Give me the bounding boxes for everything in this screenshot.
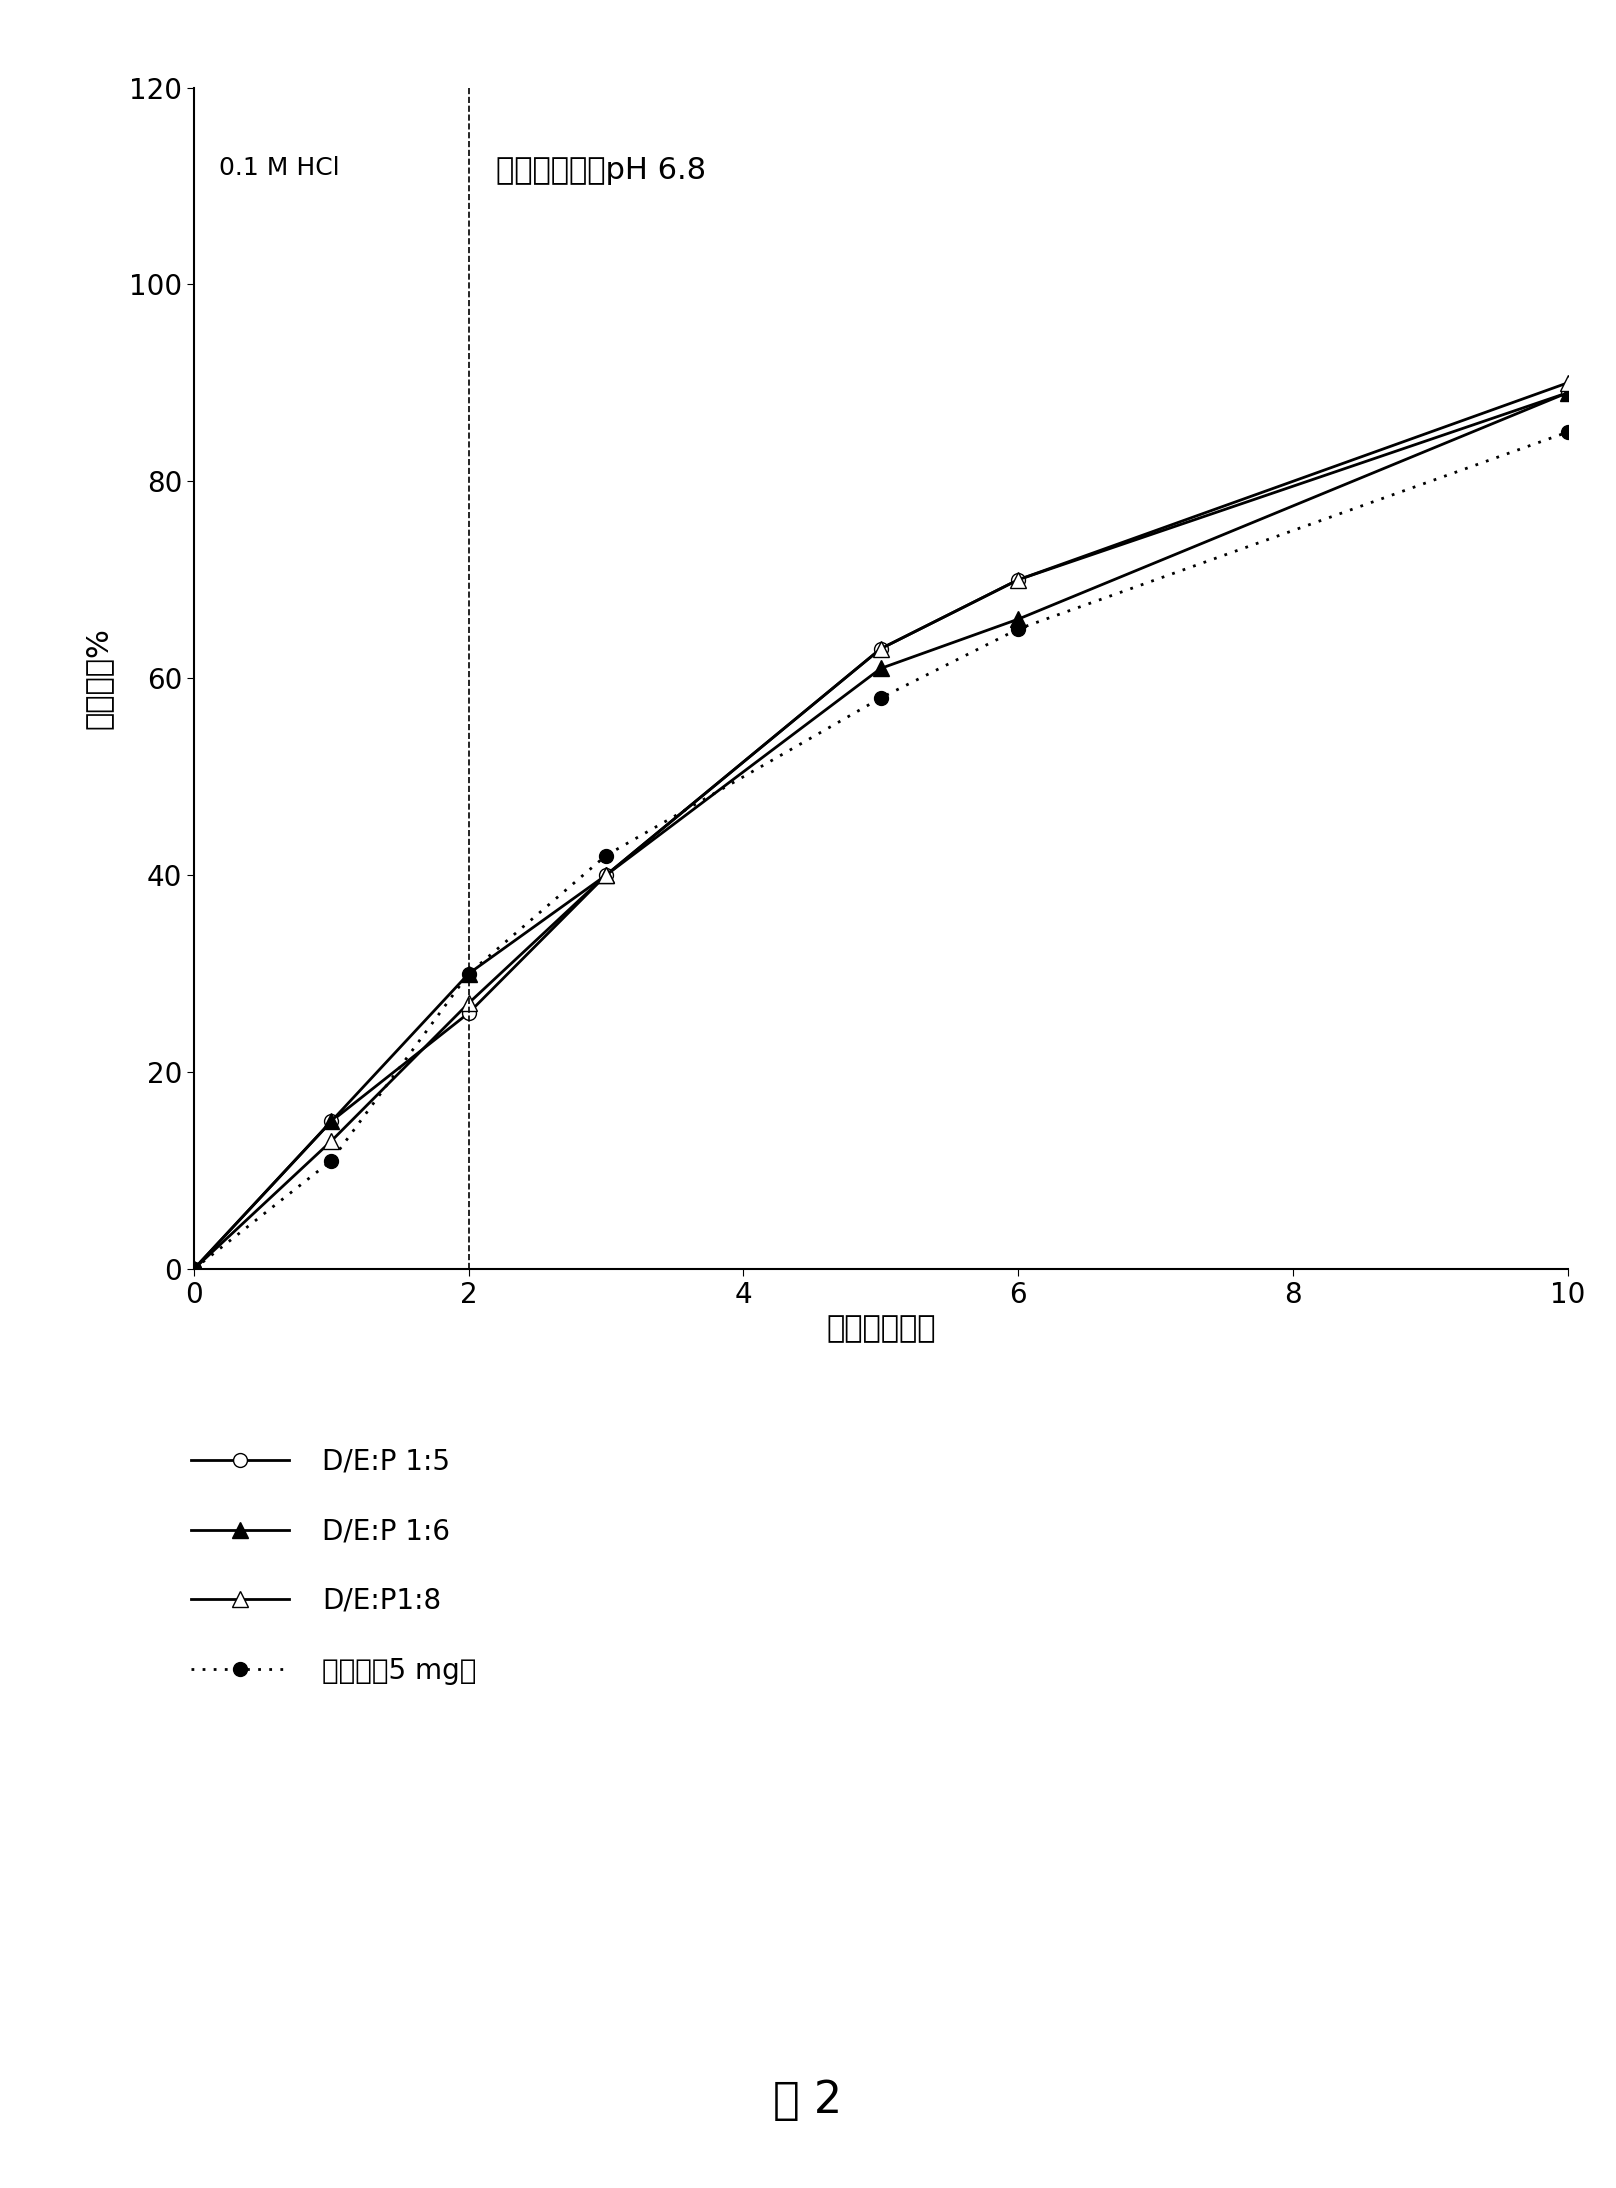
Y-axis label: 药物释放%: 药物释放%	[84, 628, 113, 729]
Text: 磷酸盐缓冲液pH 6.8: 磷酸盐缓冲液pH 6.8	[496, 158, 706, 186]
X-axis label: 时间（小时）: 时间（小时）	[826, 1315, 936, 1343]
Text: 0.1 M HCl: 0.1 M HCl	[218, 158, 339, 179]
Legend: D/E:P 1:5, D/E:P 1:6, D/E:P1:8, 博利康尼5 mg片: D/E:P 1:5, D/E:P 1:6, D/E:P1:8, 博利康尼5 mg…	[181, 1438, 488, 1696]
Text: 图 2: 图 2	[774, 2079, 842, 2122]
